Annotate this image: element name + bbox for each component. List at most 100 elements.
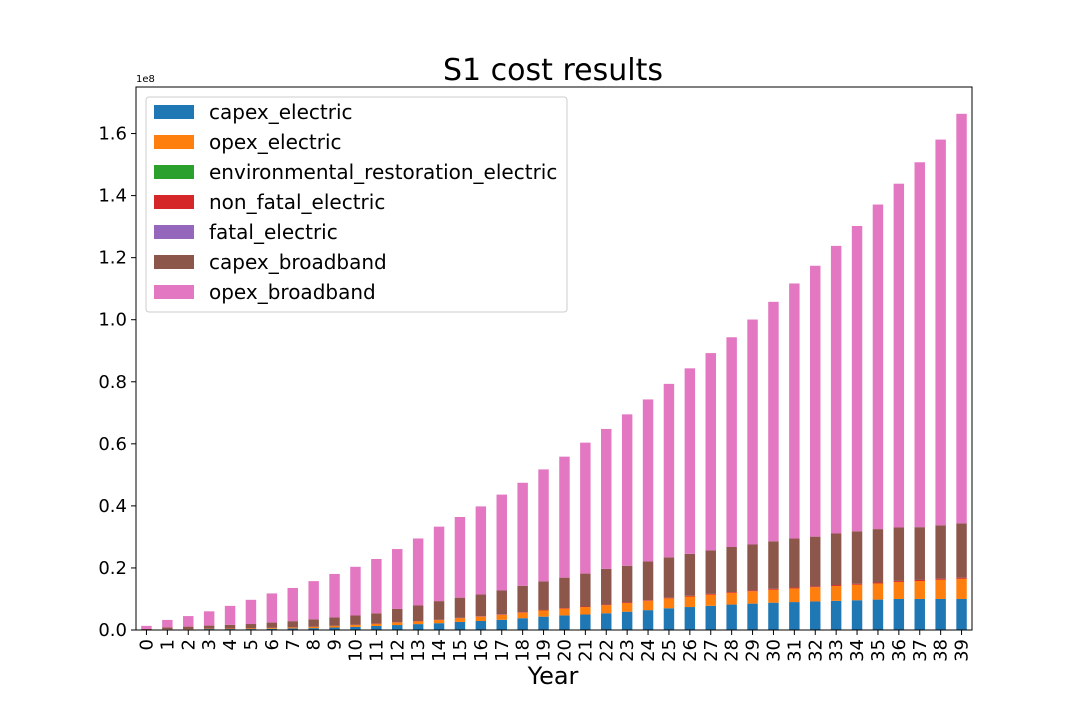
bar-segment-capex-broadband-year-10 xyxy=(350,616,360,625)
bar-segment-opex-broadband-year-17 xyxy=(497,495,507,591)
bar-segment-capex-broadband-year-27 xyxy=(706,550,716,593)
x-tick-label: 38 xyxy=(931,639,952,662)
bar-segment-opex-electric-year-23 xyxy=(622,603,632,612)
bar-segment-capex-electric-year-30 xyxy=(768,603,778,630)
bar-segment-capex-electric-year-27 xyxy=(706,606,716,630)
bar-segment-capex-broadband-year-19 xyxy=(538,581,548,610)
bar-segment-capex-broadband-year-38 xyxy=(935,525,945,578)
y-tick-label: 1.2 xyxy=(98,248,127,269)
bar-segment-capex-broadband-year-23 xyxy=(622,566,632,603)
bar-segment-non-fatal-electric-year-27 xyxy=(706,594,716,595)
legend-swatch-opex-broadband xyxy=(154,285,194,299)
x-tick-label: 21 xyxy=(575,639,596,662)
bar-segment-opex-broadband-year-27 xyxy=(706,353,716,550)
bar-segment-capex-electric-year-39 xyxy=(956,599,966,630)
x-tick-label: 26 xyxy=(680,639,701,662)
bar-segment-capex-broadband-year-39 xyxy=(956,523,966,577)
bar-segment-capex-broadband-year-4 xyxy=(225,625,235,629)
bar-segment-opex-broadband-year-20 xyxy=(559,457,569,578)
bar-segment-opex-broadband-year-7 xyxy=(288,588,298,621)
bar-segment-capex-broadband-year-35 xyxy=(873,529,883,582)
bar-segment-opex-broadband-year-0 xyxy=(141,626,151,629)
bar-segment-opex-electric-year-36 xyxy=(894,582,904,599)
legend-label-capex-broadband: capex_broadband xyxy=(209,250,387,274)
bar-segment-capex-electric-year-38 xyxy=(935,599,945,630)
bar-segment-opex-broadband-year-23 xyxy=(622,414,632,565)
bar-segment-opex-broadband-year-6 xyxy=(267,593,277,622)
bar-segment-capex-electric-year-26 xyxy=(685,607,695,630)
legend-label-fatal-electric: fatal_electric xyxy=(209,220,338,244)
bar-segment-capex-electric-year-25 xyxy=(664,608,674,630)
legend-swatch-non-fatal-electric xyxy=(154,195,194,209)
bar-segment-capex-electric-year-32 xyxy=(810,601,820,630)
x-tick-label: 14 xyxy=(429,639,450,662)
x-tick-label: 6 xyxy=(262,639,283,650)
y-tick-label: 1.6 xyxy=(98,124,127,145)
bar-segment-opex-electric-year-20 xyxy=(559,609,569,616)
x-tick-label: 27 xyxy=(701,639,722,662)
bar-segment-opex-electric-year-24 xyxy=(643,601,653,610)
bar-segment-capex-electric-year-14 xyxy=(434,623,444,630)
x-tick-label: 23 xyxy=(617,639,638,662)
bar-segment-opex-electric-year-14 xyxy=(434,620,444,623)
bar-segment-opex-electric-year-15 xyxy=(455,618,465,622)
legend-label-capex-electric: capex_electric xyxy=(209,100,353,124)
bar-segment-opex-broadband-year-32 xyxy=(810,266,820,537)
bar-segment-opex-broadband-year-31 xyxy=(789,283,799,538)
bar-segment-capex-broadband-year-12 xyxy=(392,609,402,622)
y-tick-label: 0.8 xyxy=(98,372,127,393)
bar-segment-opex-broadband-year-33 xyxy=(831,246,841,534)
x-tick-label: 28 xyxy=(722,639,743,662)
x-tick-label: 31 xyxy=(784,639,805,662)
bar-segment-capex-electric-year-28 xyxy=(726,605,736,630)
bar-segment-opex-electric-year-13 xyxy=(413,621,423,624)
bar-segment-opex-electric-year-19 xyxy=(538,610,548,616)
bar-segment-opex-electric-year-12 xyxy=(392,623,402,625)
bar-segment-capex-broadband-year-13 xyxy=(413,605,423,621)
bar-segment-opex-broadband-year-9 xyxy=(329,574,339,617)
bar-segment-capex-broadband-year-22 xyxy=(601,569,611,605)
bar-segment-capex-broadband-year-18 xyxy=(517,586,527,612)
bar-segment-capex-electric-year-35 xyxy=(873,600,883,630)
y-scale-label: 1e8 xyxy=(136,74,155,85)
bar-segment-opex-broadband-year-19 xyxy=(538,469,548,581)
bar-segment-opex-electric-year-31 xyxy=(789,588,799,602)
bar-segment-opex-broadband-year-30 xyxy=(768,302,778,542)
bar-segment-opex-electric-year-7 xyxy=(288,628,298,629)
bar-segment-opex-electric-year-26 xyxy=(685,596,695,607)
bar-segment-capex-broadband-year-30 xyxy=(768,541,778,588)
bar-segment-opex-broadband-year-25 xyxy=(664,384,674,557)
legend-label-non-fatal-electric: non_fatal_electric xyxy=(209,190,385,214)
x-tick-label: 32 xyxy=(805,639,826,662)
bar-segment-non-fatal-electric-year-33 xyxy=(831,585,841,586)
x-tick-label: 22 xyxy=(596,639,617,662)
legend-swatch-environmental-restoration-electric xyxy=(154,165,194,179)
bar-segment-non-fatal-electric-year-34 xyxy=(852,584,862,585)
bar-segment-capex-broadband-year-16 xyxy=(476,595,486,617)
x-tick-label: 8 xyxy=(304,639,325,650)
bar-segment-opex-electric-year-16 xyxy=(476,617,486,621)
bar-segment-non-fatal-electric-year-20 xyxy=(559,608,569,609)
bar-segment-opex-electric-year-27 xyxy=(706,595,716,606)
bar-segment-non-fatal-electric-year-35 xyxy=(873,582,883,583)
bar-segment-opex-electric-year-11 xyxy=(371,624,381,626)
bar-segment-capex-electric-year-36 xyxy=(894,599,904,630)
y-axis: 0.00.20.40.60.81.01.21.41.6 xyxy=(98,124,136,641)
bar-segment-capex-broadband-year-7 xyxy=(288,621,298,627)
bar-segment-opex-electric-year-38 xyxy=(935,580,945,599)
x-tick-label: 3 xyxy=(199,639,220,650)
bar-segment-capex-broadband-year-28 xyxy=(726,547,736,592)
bar-segment-opex-broadband-year-15 xyxy=(455,517,465,598)
y-tick-label: 0.0 xyxy=(98,620,127,641)
bar-segment-opex-electric-year-22 xyxy=(601,605,611,613)
x-tick-label: 9 xyxy=(325,639,346,650)
bar-segment-capex-electric-year-24 xyxy=(643,610,653,630)
x-tick-label: 36 xyxy=(889,639,910,662)
bar-segment-opex-broadband-year-35 xyxy=(873,205,883,530)
bar-segment-opex-electric-year-10 xyxy=(350,625,360,627)
bar-segment-opex-broadband-year-1 xyxy=(162,620,172,627)
bar-segment-opex-broadband-year-21 xyxy=(580,443,590,574)
bar-segment-non-fatal-electric-year-23 xyxy=(622,602,632,603)
y-tick-label: 1.4 xyxy=(98,186,127,207)
